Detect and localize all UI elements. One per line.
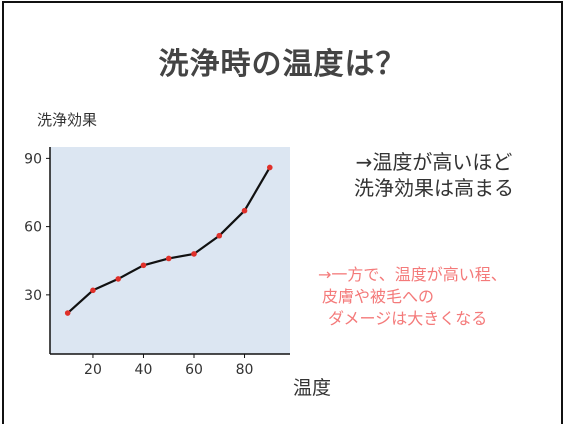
caution-note-line: ダメージは大きくなる	[328, 309, 488, 328]
y-tick-label: 90	[24, 151, 42, 167]
y-axis-label: 洗浄効果	[37, 111, 98, 129]
caution-note-line: →一方で、温度が高い程、	[318, 265, 507, 284]
series-group	[64, 164, 273, 316]
y-ticks: 30 60 90	[24, 151, 50, 304]
x-tick-label: 20	[84, 362, 102, 378]
y-tick-label: 60	[24, 220, 42, 236]
data-point	[64, 310, 71, 316]
line-chart: 30 60 90 20 40 60 80	[24, 147, 290, 378]
x-axis-label: 温度	[293, 377, 332, 399]
plot-area	[50, 147, 290, 354]
y-tick-label: 30	[24, 288, 42, 304]
data-point	[90, 287, 96, 294]
main-note: →温度が高いほど 洗浄効果は高まる	[324, 149, 544, 201]
x-tick-label: 80	[236, 362, 254, 378]
data-point	[165, 255, 172, 262]
data-point	[140, 262, 147, 269]
x-tick-label: 60	[185, 362, 203, 378]
main-note-line: →温度が高いほど	[355, 150, 513, 174]
data-point	[216, 232, 223, 239]
data-point	[115, 276, 122, 282]
x-tick-label: 40	[135, 362, 153, 378]
data-point	[191, 251, 197, 257]
caution-note-line: 皮膚や被毛への	[322, 287, 435, 306]
main-note-line: 洗浄効果は高まる	[354, 176, 514, 200]
data-point	[241, 207, 248, 214]
caution-note: →一方で、温度が高い程、 皮膚や被毛への ダメージは大きくなる	[318, 264, 565, 330]
data-point	[266, 164, 273, 171]
slide-title: 洗浄時の温度は？	[158, 47, 407, 82]
x-ticks: 20 40 60 80	[84, 354, 253, 378]
